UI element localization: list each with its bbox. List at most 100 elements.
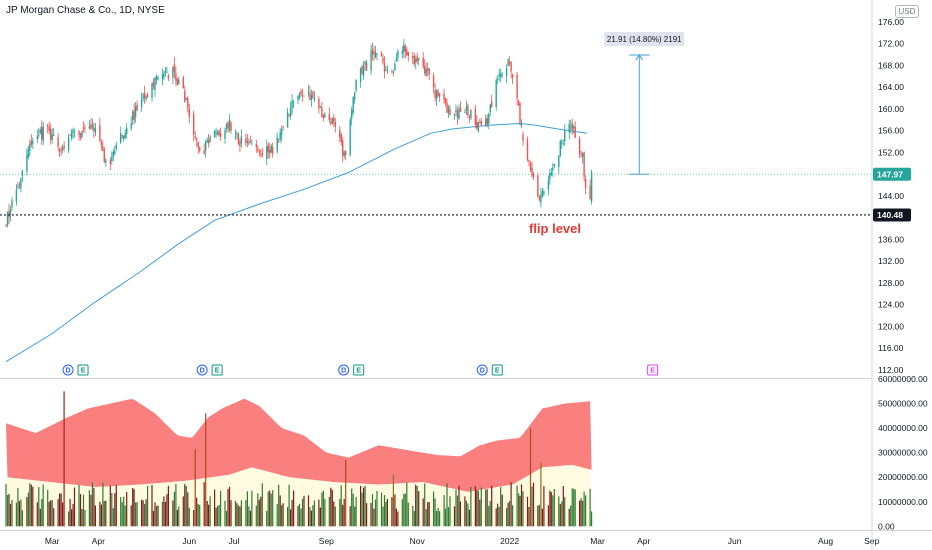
earnings-event-letter: E	[356, 368, 361, 375]
candle-body	[416, 56, 418, 61]
volume-bar	[11, 500, 13, 527]
volume-bar	[491, 485, 493, 527]
volume-bar	[467, 503, 469, 527]
candle-body	[121, 135, 123, 137]
earnings-event-icon[interactable]	[77, 364, 89, 376]
candle-body	[380, 53, 383, 57]
candle-body	[100, 142, 103, 146]
volume-bar	[287, 507, 289, 527]
candle-body	[103, 149, 105, 162]
candle-body	[355, 79, 357, 91]
volume-bar	[360, 485, 362, 527]
volume-bar	[489, 501, 491, 527]
volume-axis[interactable]: 60000000.00 50000000.00 40000000.00 3000000…	[878, 374, 928, 531]
volume-bar	[36, 502, 38, 527]
volume-bar	[464, 496, 466, 527]
earnings-event-icon[interactable]	[211, 364, 223, 376]
price-tick-label: 124.00	[878, 300, 904, 310]
candle-body	[205, 141, 207, 151]
candle-body	[239, 142, 241, 147]
volume-bar	[582, 500, 584, 527]
candle-body	[105, 160, 107, 163]
volume-bar	[570, 505, 572, 527]
dividend-event-icon[interactable]	[476, 364, 488, 376]
volume-bar	[282, 503, 284, 527]
candle-body	[406, 49, 408, 55]
currency-badge[interactable]: USD	[895, 5, 919, 18]
volume-bar	[550, 492, 552, 527]
volume-bar	[172, 500, 174, 527]
earnings-event-icon[interactable]	[353, 364, 365, 376]
volume-bar	[102, 482, 104, 527]
candle-body	[432, 75, 435, 88]
volume-bar	[197, 504, 199, 527]
price-axis[interactable]: 176.00 172.00 168.00 164.00 160.00 156.00 152.…	[878, 17, 904, 375]
candle-body	[51, 134, 53, 140]
dividend-event-icon[interactable]	[338, 364, 350, 376]
volume-bar	[433, 491, 435, 527]
candle-body	[394, 64, 396, 71]
volume-bar	[394, 494, 396, 527]
candle-body	[276, 137, 278, 152]
volume-bar	[307, 495, 310, 527]
volume-bar	[397, 511, 399, 527]
time-axis[interactable]: MarAprJunJulSepNov2022MarAprJunAugSep	[45, 536, 880, 546]
volume-bar	[185, 486, 187, 527]
price-pane[interactable]	[5, 39, 593, 363]
volume-bar	[443, 495, 445, 527]
candle-body	[418, 58, 420, 61]
dividend-event-icon[interactable]	[196, 364, 208, 376]
earnings-event-icon[interactable]	[491, 364, 503, 376]
candle-body	[467, 105, 469, 116]
candle-body	[17, 186, 19, 188]
price-tick-label: 164.00	[878, 82, 904, 92]
volume-bar	[50, 500, 52, 527]
candle-body	[297, 95, 299, 101]
last-price-tag[interactable]	[873, 167, 911, 181]
volume-bar	[68, 511, 70, 527]
volume-bar	[32, 486, 34, 527]
volume-bar	[151, 484, 153, 527]
volume-bar	[82, 494, 85, 527]
volume-bar	[188, 507, 190, 527]
candle-body	[529, 163, 532, 171]
volume-bar	[418, 491, 420, 527]
volume-bar	[310, 510, 312, 527]
candle-body	[207, 140, 210, 144]
volume-bar	[476, 490, 478, 527]
volume-bar	[361, 492, 363, 527]
volume-bar	[105, 500, 107, 527]
dividend-event-icon[interactable]	[62, 364, 74, 376]
last-price-label: 147.97	[877, 169, 903, 179]
candle-body	[578, 138, 581, 155]
candle-body	[584, 178, 587, 189]
volume-bar	[510, 482, 512, 527]
volume-pane[interactable]	[5, 391, 593, 527]
candle-body	[455, 110, 457, 112]
volume-bar	[120, 497, 122, 527]
candle-body	[476, 122, 478, 129]
candle-body	[465, 106, 468, 111]
candle-body	[352, 96, 354, 113]
candle-body	[307, 91, 310, 94]
volume-bar	[506, 507, 508, 527]
candle-body	[373, 51, 375, 55]
volume-bar	[532, 482, 535, 527]
candle-body	[580, 156, 582, 158]
volume-bar	[507, 502, 509, 527]
candle-body	[511, 74, 514, 78]
volume-bar	[217, 505, 219, 527]
volume-bar	[290, 509, 292, 527]
candle-body	[479, 121, 481, 123]
candle-body	[79, 133, 82, 138]
candle-body	[434, 90, 436, 98]
flip-level-tag[interactable]	[873, 208, 911, 222]
earnings-event-icon[interactable]	[647, 364, 659, 376]
candle-body	[507, 59, 509, 66]
volume-bar	[474, 486, 476, 527]
volume-bar	[266, 511, 268, 527]
candle-body	[178, 79, 180, 85]
candle-body	[508, 62, 511, 64]
volume-bar	[42, 484, 44, 527]
volume-bar	[230, 500, 232, 527]
